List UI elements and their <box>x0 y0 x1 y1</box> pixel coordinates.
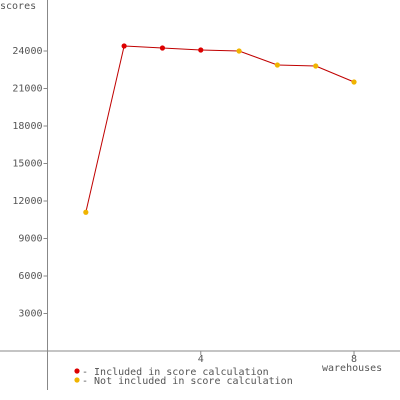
line-segment <box>238 50 278 66</box>
line-segment <box>162 47 201 51</box>
line-segment <box>85 45 125 213</box>
y-tick-label: 24000 <box>12 46 42 57</box>
x-axis-label: warehouses <box>322 363 382 374</box>
y-tick-label: 21000 <box>12 84 42 95</box>
y-tick-label: 18000 <box>12 121 42 132</box>
line-segment <box>315 65 355 83</box>
legend-marker <box>74 377 80 383</box>
line-segment <box>200 49 240 52</box>
x-tick-label: 8 <box>351 354 357 365</box>
data-point <box>198 47 204 53</box>
legend-marker <box>74 368 80 374</box>
y-tick-label: 9000 <box>18 234 42 245</box>
data-point <box>159 45 166 51</box>
data-point <box>274 62 280 68</box>
y-tick-label: 12000 <box>12 196 42 207</box>
data-point <box>236 48 242 54</box>
data-point <box>83 209 89 215</box>
y-tick-label: 15000 <box>12 159 42 170</box>
data-point <box>313 63 319 69</box>
line-segment <box>124 45 163 49</box>
y-tick-label: 6000 <box>18 271 42 282</box>
data-point <box>351 79 357 85</box>
y-tick-label: 3000 <box>18 309 42 320</box>
legend-label: - Included in score calculation <box>82 367 269 378</box>
x-tick-label: 4 <box>198 354 204 365</box>
data-point <box>121 43 127 49</box>
y-axis-label: scores <box>0 1 36 12</box>
line-segment <box>277 64 316 67</box>
legend-label: - Not included in score calculation <box>82 376 293 387</box>
